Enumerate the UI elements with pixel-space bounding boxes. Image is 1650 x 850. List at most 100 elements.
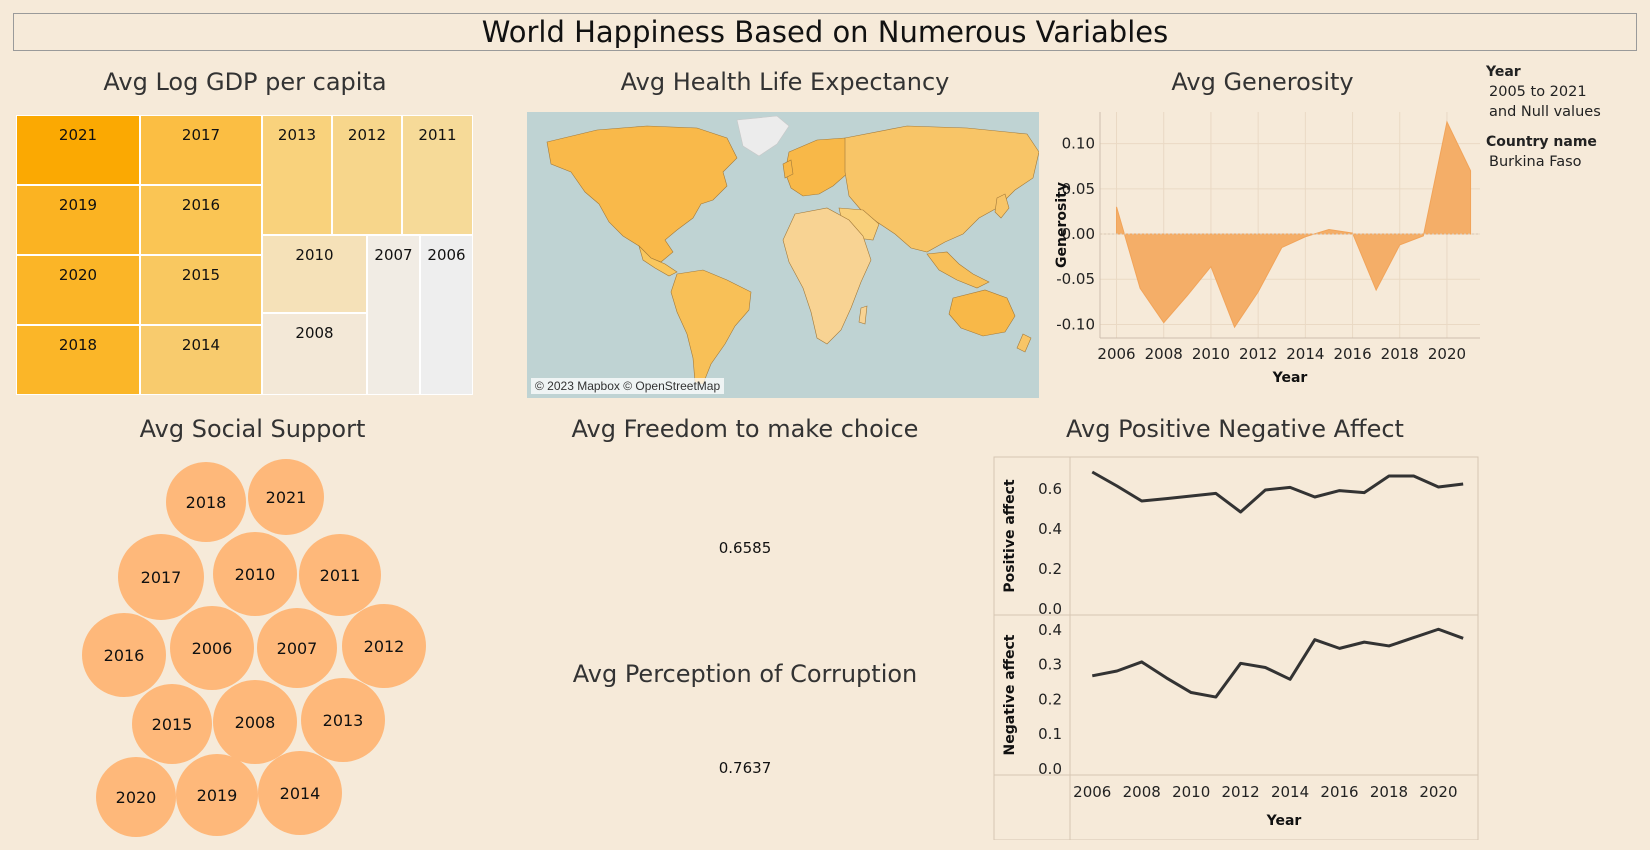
affect-line-chart: 0.6 0.4 0.2 0.0 Positive affect 0.4 0.3 0.2 0.1 0… [993, 456, 1479, 840]
health-title: Avg Health Life Expectancy [620, 68, 950, 96]
map-europe [784, 137, 856, 197]
y-tick-label: 0.2 [1038, 690, 1062, 708]
treemap-cell-2008[interactable]: 2008 [262, 313, 367, 395]
bubble-label: 2008 [234, 712, 276, 732]
year-filter-label: Year [1486, 64, 1521, 80]
treemap-cell-2017[interactable]: 2017 [140, 115, 262, 185]
map-attribution[interactable]: © 2023 Mapbox © OpenStreetMap [531, 378, 725, 394]
treemap-cell-2013[interactable]: 2013 [262, 115, 332, 235]
health-map[interactable]: © 2023 Mapbox © OpenStreetMap [527, 112, 1039, 398]
year-filter-value-null[interactable]: and Null values [1489, 104, 1601, 120]
bubble-label: 2013 [322, 710, 364, 730]
generosity-area [1116, 120, 1472, 329]
x-tick-label: 2010 [1192, 345, 1230, 363]
bubble-label: 2020 [115, 787, 157, 807]
bubble-2021[interactable]: 2021 [248, 459, 324, 535]
treemap-cell-2016[interactable]: 2016 [140, 185, 262, 255]
bubble-label: 2007 [276, 638, 318, 658]
bubble-label: 2019 [196, 785, 238, 805]
bubble-2011[interactable]: 2011 [299, 534, 381, 616]
world-map-svg [546, 115, 1039, 385]
bubble-2010[interactable]: 2010 [213, 532, 297, 616]
year-filter-value-range[interactable]: 2005 to 2021 [1489, 84, 1587, 100]
y-axis-title-0: Positive affect [1002, 479, 1018, 593]
map-north-america [546, 125, 738, 263]
x-tick-label: 2014 [1271, 783, 1309, 801]
treemap-label: 2019 [58, 196, 98, 214]
bubble-2006[interactable]: 2006 [170, 606, 254, 690]
treemap-label: 2018 [58, 336, 98, 354]
bubble-label: 2012 [363, 636, 405, 656]
y-tick-label: 0.4 [1038, 520, 1062, 538]
treemap-cell-2012[interactable]: 2012 [332, 115, 402, 235]
treemap-cell-2018[interactable]: 2018 [16, 325, 140, 395]
treemap-cell-2021[interactable]: 2021 [16, 115, 140, 185]
bubble-2016[interactable]: 2016 [82, 613, 166, 697]
treemap-label: 2014 [181, 336, 221, 354]
bubble-2015[interactable]: 2015 [132, 684, 212, 764]
map-greenland [736, 115, 790, 157]
country-filter-label: Country name [1486, 134, 1597, 150]
bubble-2017[interactable]: 2017 [118, 534, 204, 620]
country-filter-value[interactable]: Burkina Faso [1489, 154, 1582, 170]
bubble-2020[interactable]: 2020 [96, 757, 176, 837]
treemap-cell-2007[interactable]: 2007 [367, 235, 420, 395]
y-tick-label: 0.0 [1038, 600, 1062, 618]
x-tick-label: 2018 [1381, 345, 1419, 363]
x-tick-label: 2020 [1428, 345, 1466, 363]
affect-line-1 [1091, 627, 1464, 699]
corruption-title: Avg Perception of Corruption [572, 660, 918, 688]
map-south-america [670, 269, 752, 385]
treemap-label: 2017 [181, 126, 221, 144]
map-madagascar [858, 305, 868, 325]
x-tick-label: 2016 [1333, 345, 1371, 363]
x-tick-label: 2008 [1123, 783, 1161, 801]
bubble-label: 2021 [265, 487, 307, 507]
treemap-label: 2020 [58, 266, 98, 284]
bubble-2012[interactable]: 2012 [342, 604, 426, 688]
x-tick-label: 2020 [1419, 783, 1457, 801]
freedom-value: 0.6585 [718, 539, 772, 557]
bubble-2007[interactable]: 2007 [257, 608, 337, 688]
bubble-2013[interactable]: 2013 [301, 678, 385, 762]
y-tick-label: 0.3 [1038, 656, 1062, 674]
dashboard-title: World Happiness Based on Numerous Variab… [13, 13, 1637, 51]
bubble-2008[interactable]: 2008 [213, 680, 297, 764]
treemap-cell-2014[interactable]: 2014 [140, 325, 262, 395]
treemap-label: 2011 [418, 126, 457, 144]
bubble-label: 2011 [319, 565, 361, 585]
gdp-title: Avg Log GDP per capita [103, 68, 387, 96]
treemap-cell-2015[interactable]: 2015 [140, 255, 262, 325]
y-tick-label: 0.00 [1062, 225, 1095, 243]
corruption-value: 0.7637 [718, 759, 772, 777]
treemap-cell-2020[interactable]: 2020 [16, 255, 140, 325]
y-tick-label: 0.0 [1038, 760, 1062, 778]
map-australia [948, 289, 1016, 337]
y-axis-title: Generosity [1054, 182, 1070, 268]
treemap-label: 2008 [295, 324, 334, 342]
map-japan [994, 193, 1010, 219]
bubble-label: 2016 [103, 645, 145, 665]
treemap-cell-2019[interactable]: 2019 [16, 185, 140, 255]
bubble-label: 2014 [279, 783, 321, 803]
treemap-cell-2006[interactable]: 2006 [420, 235, 473, 395]
x-tick-label: 2012 [1222, 783, 1260, 801]
bubble-2018[interactable]: 2018 [166, 462, 246, 542]
map-uk [782, 159, 794, 179]
y-tick-label: 0.1 [1038, 725, 1062, 743]
map-new-zealand [1016, 333, 1032, 353]
x-axis-title: Year [1272, 370, 1308, 386]
map-southeast-asia [926, 251, 990, 289]
treemap-cell-2010[interactable]: 2010 [262, 235, 367, 313]
x-tick-label: 2010 [1172, 783, 1210, 801]
bubble-label: 2017 [140, 567, 182, 587]
bubble-label: 2006 [191, 638, 233, 658]
bubble-2019[interactable]: 2019 [176, 754, 258, 836]
bubble-label: 2018 [185, 492, 227, 512]
treemap-cell-2011[interactable]: 2011 [402, 115, 473, 235]
y-tick-label: 0.05 [1062, 180, 1095, 198]
y-tick-label: 0.6 [1038, 480, 1062, 498]
y-tick-label: 0.4 [1038, 621, 1062, 639]
bubble-2014[interactable]: 2014 [258, 751, 342, 835]
